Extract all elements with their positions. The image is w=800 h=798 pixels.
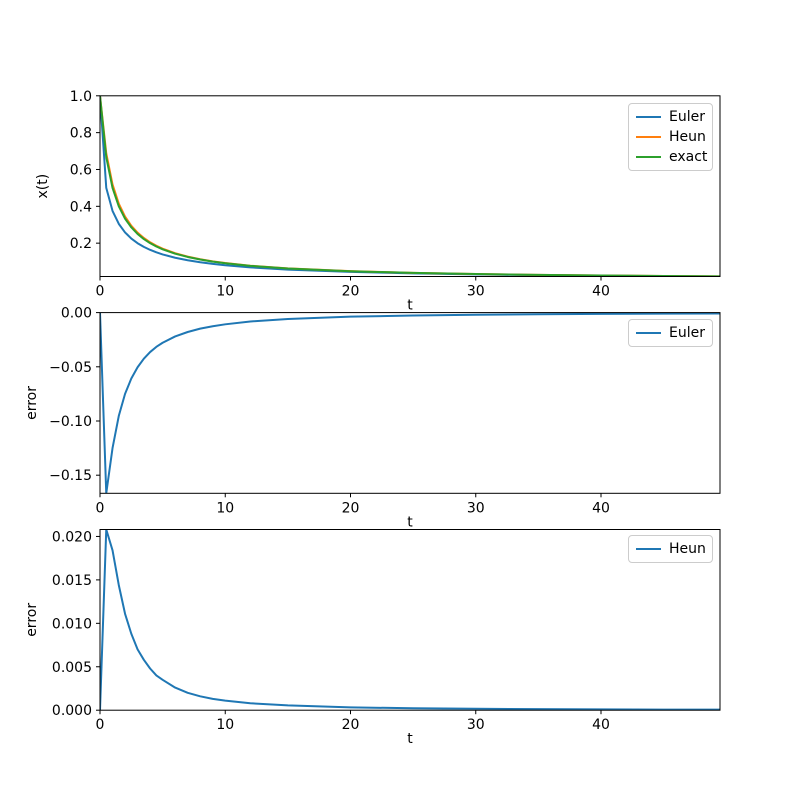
y-tick-label: 0.6 — [70, 162, 92, 178]
x-axis-label: t — [407, 298, 413, 314]
axes-frame — [99, 95, 721, 277]
y-tick-label: 0.4 — [70, 199, 92, 215]
legend-entry: Euler — [636, 107, 705, 127]
subplot-3: 0 10 20 30 40 0.000 0.005 0.010 0.015 0.020 t error — [24, 529, 721, 747]
x-tick-label: 0 — [96, 500, 105, 516]
y-tick-label: 0.000 — [52, 703, 92, 719]
legend-bottom-subplot: Heun — [628, 535, 713, 563]
x-tick-label: 40 — [592, 717, 610, 733]
euler-line-sample-icon — [636, 332, 661, 334]
y-tick-label: 0.010 — [52, 616, 92, 632]
series-line-exact — [100, 95, 720, 277]
x-tick-label: 20 — [342, 717, 360, 733]
axes-frame — [99, 312, 721, 494]
x-tick-label: 40 — [592, 284, 610, 300]
legend-middle-subplot: Euler — [628, 319, 713, 347]
x-tick-label: 10 — [216, 500, 234, 516]
x-tick-label: 10 — [216, 284, 234, 300]
subplot-2: 0 10 20 30 40 0.00 −0.05 −0.10 −0.15 t error — [24, 306, 721, 530]
x-axis-label: t — [407, 731, 413, 747]
legend-label: Euler — [669, 325, 705, 341]
x-tick-label: 30 — [467, 717, 485, 733]
x-tick-label: 10 — [216, 717, 234, 733]
y-axis-label: error — [24, 386, 40, 420]
x-tick-label: 0 — [96, 284, 105, 300]
exact-line-sample-icon — [636, 156, 661, 158]
x-tick-label: 0 — [96, 717, 105, 733]
y-axis-label: error — [24, 603, 40, 637]
legend-label: Heun — [669, 129, 706, 145]
series-line-heun — [100, 529, 720, 711]
legend-label: Heun — [669, 541, 706, 557]
legend-entry: Heun — [636, 127, 706, 147]
legend-entry: Heun — [636, 539, 706, 559]
y-tick-label: 0.005 — [52, 660, 92, 676]
y-tick-label: 0.8 — [70, 126, 92, 142]
y-tick-label: 1.0 — [70, 89, 92, 105]
x-tick-label: 30 — [467, 500, 485, 516]
y-tick-label: 0.00 — [61, 306, 92, 322]
series-line-euler — [100, 312, 720, 494]
euler-line-sample-icon — [636, 116, 661, 118]
y-tick-label: 0.2 — [70, 236, 92, 252]
x-tick-label: 20 — [342, 284, 360, 300]
heun-line-sample-icon — [636, 548, 661, 550]
y-tick-label: 0.015 — [52, 573, 92, 589]
y-tick-label: −0.10 — [49, 414, 92, 430]
x-axis-label: t — [407, 514, 413, 530]
subplot-1: 0 10 20 30 40 0.2 0.4 0.6 0.8 1.0 t x(t) — [35, 89, 721, 314]
series-line-heun — [100, 95, 720, 277]
y-tick-label: −0.15 — [49, 468, 92, 484]
series-line-euler — [100, 95, 720, 277]
x-tick-label: 20 — [342, 500, 360, 516]
x-tick-label: 40 — [592, 500, 610, 516]
y-tick-label: 0.020 — [52, 529, 92, 545]
legend-entry: exact — [636, 147, 708, 167]
axes-frame — [99, 529, 721, 711]
legend-entry: Euler — [636, 323, 705, 343]
heun-line-sample-icon — [636, 136, 661, 138]
legend-label: Euler — [669, 109, 705, 125]
legend-top-subplot: Euler Heun exact — [628, 103, 713, 171]
legend-label: exact — [669, 149, 708, 165]
y-axis-label: x(t) — [35, 174, 51, 199]
x-tick-label: 30 — [467, 284, 485, 300]
y-tick-label: −0.05 — [49, 360, 92, 376]
